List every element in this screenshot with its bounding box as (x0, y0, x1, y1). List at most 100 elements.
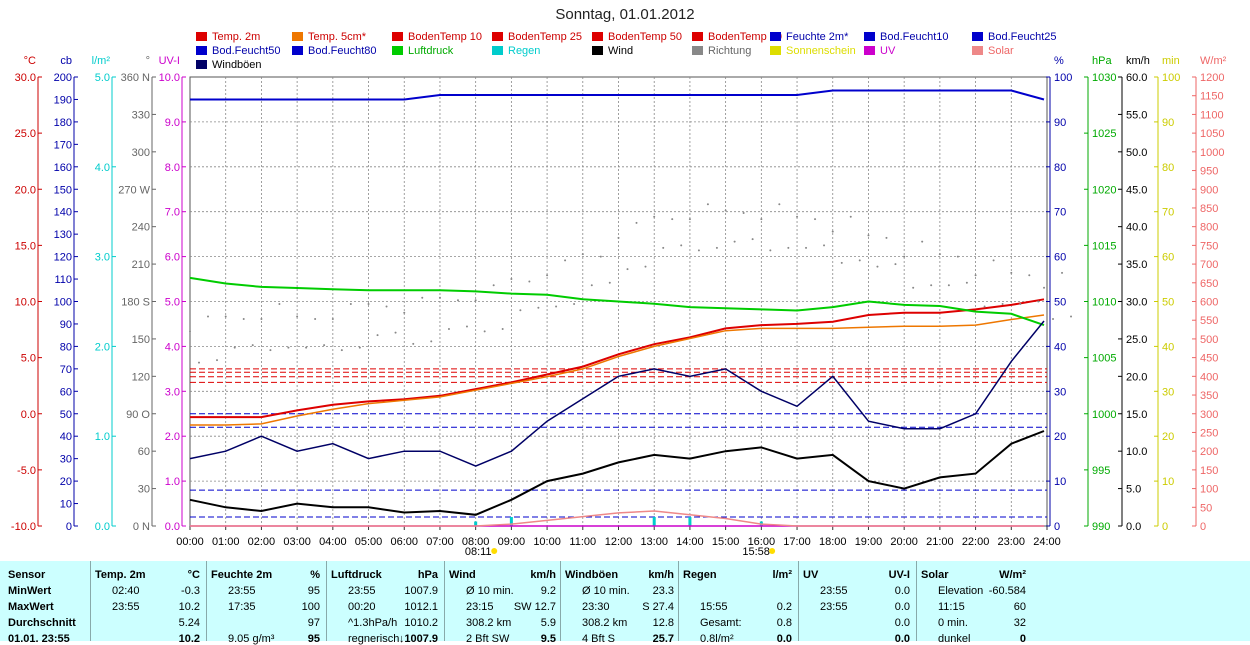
cell-time: Gesamt: (700, 617, 742, 629)
cell-time: 00:20 (348, 601, 376, 613)
direction-point (831, 230, 834, 233)
legend-label: Temp. 5cm* (308, 31, 367, 43)
table-column-divider (798, 561, 799, 641)
tick-label: 55.0 (1126, 109, 1147, 121)
tick-label: 600 (1200, 297, 1218, 309)
tick-label: 0.0 (21, 409, 36, 421)
cell-time: 23:55 (820, 585, 848, 597)
series-line (190, 298, 1045, 419)
tick-label: 0 (1162, 521, 1168, 533)
legend-swatch (770, 32, 781, 41)
tick-label: 80 (60, 341, 72, 353)
direction-point (921, 240, 924, 243)
column-unit: hPa (417, 569, 438, 581)
tick-label: 30 (138, 484, 150, 496)
tick-label: 10.0 (15, 297, 36, 309)
cell-time: 23:15 (466, 601, 494, 613)
tick-label: 20 (60, 476, 72, 488)
tick-label: -5.0 (17, 465, 36, 477)
tick-label: 1030 (1092, 72, 1116, 84)
legend-swatch (196, 46, 207, 55)
tick-label: 6.0 (165, 252, 180, 264)
tick-label: 900 (1200, 184, 1218, 196)
sunrise-label: 08:11 (465, 546, 492, 558)
legend-swatch (692, 32, 703, 41)
cell-time: 308.2 km (582, 617, 628, 629)
x-tick-label: 21:00 (926, 536, 954, 548)
direction-point (189, 330, 191, 333)
tick-label: 8.0 (165, 162, 180, 174)
direction-point (269, 349, 272, 352)
direction-point (1001, 302, 1004, 305)
legend-item: Bod.Feucht50 (196, 44, 281, 58)
legend-swatch (492, 32, 503, 41)
direction-point (331, 317, 334, 320)
cell-value: 10.2 (178, 633, 200, 645)
tick-label: 50 (1162, 297, 1174, 309)
tick-label: 240 (132, 222, 150, 234)
direction-point (724, 209, 727, 212)
direction-point (903, 255, 906, 258)
table-column-divider (326, 561, 327, 641)
legend-label: Luftdruck (408, 45, 454, 57)
tick-label: 30 (1162, 386, 1174, 398)
legend-label: UV (880, 45, 896, 57)
tick-label: 350 (1200, 390, 1218, 402)
direction-point (769, 249, 772, 252)
direction-point (492, 284, 495, 287)
tick-label: 150 (132, 334, 150, 346)
legend-item: BodenTemp 80 (692, 30, 782, 44)
cell-value: ↓1007.9 (398, 633, 438, 645)
legend-item: Richtung (692, 44, 751, 58)
cell-time: 23:55 (820, 601, 848, 613)
tick-label: 1200 (1200, 72, 1224, 84)
tick-label: 1015 (1092, 240, 1116, 252)
direction-point (599, 255, 602, 258)
column-header: Feuchte 2m (211, 569, 273, 581)
direction-point (823, 244, 826, 247)
direction-point (430, 340, 433, 343)
series-line (190, 510, 1044, 527)
tick-label: 1025 (1092, 128, 1116, 140)
direction-point (1037, 300, 1040, 303)
direction-point (260, 317, 263, 320)
tick-label: 110 (54, 274, 72, 286)
direction-point (956, 255, 959, 258)
direction-point (840, 261, 843, 264)
tick-label: 450 (1200, 353, 1218, 365)
legend-item: Bod.Feucht80 (292, 44, 377, 58)
tick-label: 130 (54, 229, 72, 241)
axis-unit-label: °C (24, 55, 36, 67)
tick-label: 0 (1054, 521, 1060, 533)
x-tick-label: 01:00 (212, 536, 240, 548)
table-column-divider (916, 561, 917, 641)
legend-swatch (692, 46, 703, 55)
table-column-divider (206, 561, 207, 641)
direction-point (706, 203, 709, 206)
cell-value: 12.8 (652, 617, 674, 629)
tick-label: 200 (54, 72, 72, 84)
column-unit: W/m² (999, 569, 1026, 581)
tick-label: 850 (1200, 203, 1218, 215)
direction-point (528, 280, 531, 283)
tick-label: 60 (1054, 252, 1066, 264)
tick-label: 0.0 (95, 521, 110, 533)
cell-time: regnerisch (348, 633, 400, 645)
tick-label: 0 N (133, 521, 150, 533)
tick-label: 1010 (1092, 297, 1116, 309)
series-line (190, 314, 1045, 426)
cell-time: 0.8l/m² (700, 633, 734, 645)
legend-label: BodenTemp 50 (608, 31, 682, 43)
legend-item: Sonnenschein (770, 44, 856, 58)
cell-value: 0.0 (894, 585, 910, 597)
legend-swatch (592, 32, 603, 41)
tick-label: 60 (1162, 252, 1174, 264)
direction-point (314, 317, 317, 320)
direction-point (510, 278, 513, 281)
direction-point (697, 249, 700, 252)
direction-point (751, 238, 754, 241)
column-unit: l/m² (772, 569, 792, 581)
column-header: Solar (921, 569, 949, 581)
direction-point (456, 299, 459, 302)
tick-label: 1.0 (95, 431, 110, 443)
